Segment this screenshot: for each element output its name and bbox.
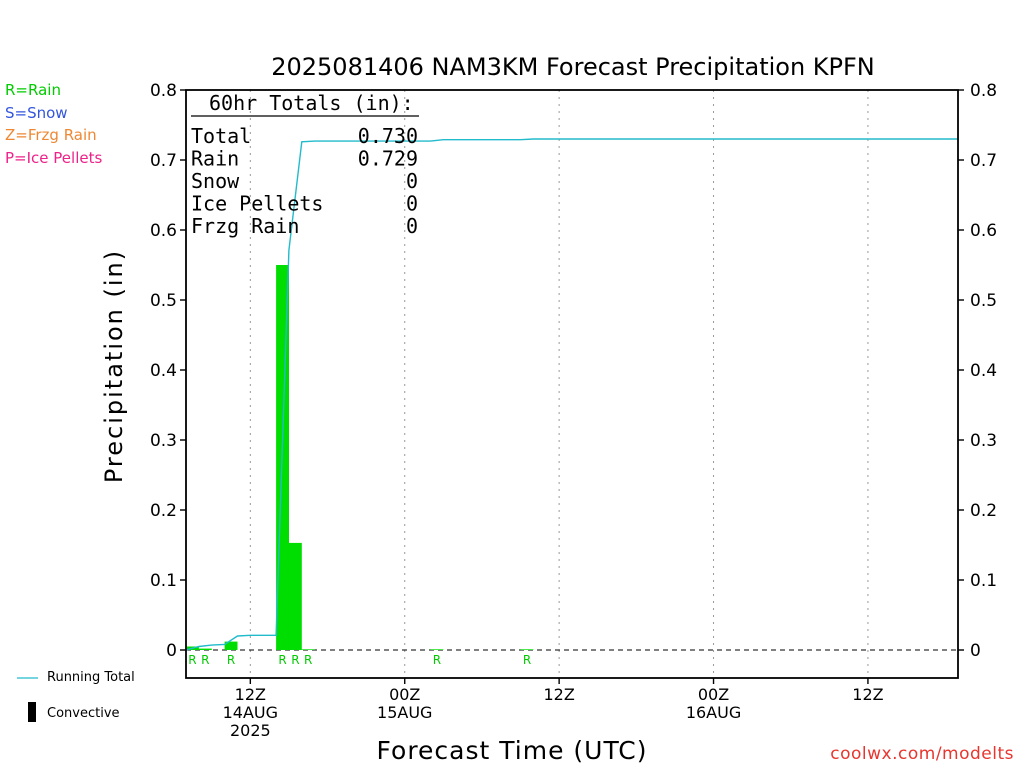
precip-type-marker: R (523, 653, 531, 667)
y-tick-label-left: 0.3 (150, 431, 177, 451)
precip-bar-7 (520, 649, 534, 650)
x-tick-label: 12Z (543, 685, 574, 704)
x-tick-label: 2025 (230, 721, 271, 740)
x-tick-label: 16AUG (686, 703, 741, 722)
x-tick-label: 12Z (852, 685, 883, 704)
precip-type-marker: R (227, 653, 235, 667)
totals-value: 0 (406, 214, 418, 238)
x-tick-label: 12Z (235, 685, 266, 704)
convective-legend-swatch (28, 702, 36, 722)
type-legend-rain: R=Rain (5, 81, 61, 99)
precip-type-marker: R (188, 653, 196, 667)
y-tick-label-right: 0.4 (970, 361, 997, 381)
y-tick-label-left: 0.7 (150, 151, 177, 171)
totals-label: Ice Pellets (191, 192, 323, 216)
y-tick-label-right: 0.7 (970, 151, 997, 171)
y-tick-label-left: 0.6 (150, 221, 177, 241)
x-tick-label: 00Z (698, 685, 729, 704)
convective-legend-label: Convective (47, 706, 120, 721)
totals-label: Frzg Rain (191, 214, 299, 238)
totals-label: Rain (191, 147, 239, 171)
totals-heading: 60hr Totals (in): (209, 91, 414, 115)
y-tick-label-left: 0.8 (150, 81, 177, 101)
precip-type-marker: R (291, 653, 299, 667)
y-tick-label-right: 0.5 (970, 291, 997, 311)
site-credit: coolwx.com/modelts (830, 744, 1014, 764)
type-legend-frzg-rain: Z=Frzg Rain (5, 126, 97, 144)
precip-bar-1 (198, 648, 212, 650)
type-legend-ice-pellets: P=Ice Pellets (5, 149, 103, 167)
running-total-legend-label: Running Total (47, 670, 135, 685)
plot-frame (185, 89, 959, 679)
chart-title: 2025081406 NAM3KM Forecast Precipitation… (271, 53, 875, 81)
y-tick-label-right: 0 (970, 641, 981, 661)
x-axis-label: Forecast Time (UTC) (377, 736, 648, 765)
totals-value: 0 (406, 169, 418, 193)
precip-bar-2 (224, 641, 238, 650)
precip-type-marker: R (278, 653, 286, 667)
y-tick-label-right: 0.2 (970, 501, 997, 521)
precip-type-marker: R (201, 653, 209, 667)
totals-label: Total (191, 124, 251, 148)
x-tick-label: 00Z (389, 685, 420, 704)
y-tick-label-right: 0.3 (970, 431, 997, 451)
y-tick-label-left: 0.5 (150, 291, 177, 311)
x-tick-label: 15AUG (377, 703, 432, 722)
precip-type-marker: R (433, 653, 441, 667)
y-tick-label-right: 0.1 (970, 571, 997, 591)
precip-type-marker: R (304, 653, 312, 667)
y-tick-label-left: 0 (166, 641, 177, 661)
precip-bar-5 (301, 649, 315, 650)
y-tick-label-right: 0.8 (970, 81, 997, 101)
y-tick-label-left: 0.2 (150, 501, 177, 521)
y-tick-label-right: 0.6 (970, 221, 997, 241)
type-legend-snow: S=Snow (5, 104, 68, 122)
totals-value: 0.729 (358, 147, 418, 171)
totals-value: 0.730 (358, 124, 418, 148)
y-tick-label-left: 0.4 (150, 361, 177, 381)
x-tick-label: 14AUG (223, 703, 278, 722)
y-tick-label-left: 0.1 (150, 571, 177, 591)
precip-bar-6 (430, 649, 444, 650)
y-axis-label: Precipitation (in) (100, 249, 128, 483)
totals-value: 0 (406, 192, 418, 216)
precip-bar-4 (288, 542, 302, 650)
totals-box: 60hr Totals (in): Total 0.730 Rain 0.729 Snow… (191, 91, 419, 238)
totals-label: Snow (191, 169, 240, 193)
running-total-line (185, 138, 958, 651)
